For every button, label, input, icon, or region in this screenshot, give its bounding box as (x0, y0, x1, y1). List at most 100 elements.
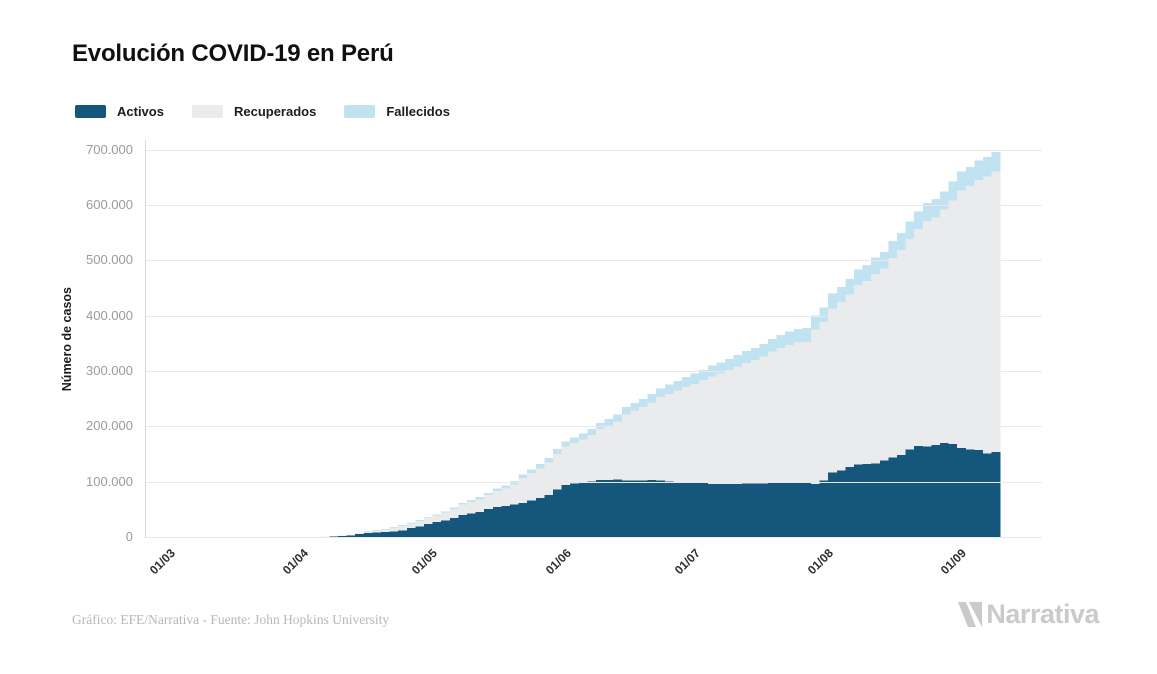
y-tick-label: 0 (125, 529, 133, 544)
bar-segment-activos (940, 442, 949, 538)
bar-segment-fallecidos (914, 211, 923, 230)
bar-segment-recuperados (510, 484, 519, 505)
x-tick-label: 01/07 (671, 546, 703, 578)
bar-segment-fallecidos (983, 157, 992, 177)
bar-segment-recuperados (535, 468, 545, 499)
bar-segment-fallecidos (785, 331, 794, 345)
bar-segment-activos (518, 502, 528, 538)
bar-segment-fallecidos (699, 369, 708, 381)
bar-segment-fallecidos (948, 181, 958, 201)
bar-segment-activos (621, 480, 631, 538)
bar-segment-fallecidos (888, 241, 898, 258)
bar-segment-fallecidos (647, 394, 657, 403)
bar-segment-fallecidos (570, 437, 579, 444)
bar-segment-activos (561, 484, 571, 538)
bar-segment-activos (811, 483, 820, 538)
bar-segment-fallecidos (811, 315, 820, 330)
bar-segment-activos (363, 533, 373, 538)
narrativa-n-icon (958, 602, 983, 627)
bar-segment-fallecidos (897, 233, 906, 251)
bar-segment-fallecidos (759, 344, 769, 357)
bar-segment-activos (922, 446, 932, 538)
bar-segment-activos (897, 454, 906, 538)
bar-segment-fallecidos (656, 388, 665, 398)
source-credit: Gráfico: EFE/Narrativa - Fuente: John Ho… (72, 612, 390, 627)
bar-segment-recuperados (793, 342, 803, 483)
bar-segment-fallecidos (802, 328, 812, 343)
bar-segment-recuperados (879, 268, 889, 461)
bar-segment-fallecidos (931, 199, 941, 218)
stacked-bars (166, 151, 1001, 538)
bar-segment-recuperados (630, 410, 640, 481)
bar-segment-activos (553, 489, 562, 538)
bar-segment-fallecidos (492, 488, 502, 492)
plot-area: Número de casos 0 100.000 200.000 300.000 40… (60, 140, 1042, 577)
y-tick-label: 100.000 (86, 473, 133, 489)
bar-segment-fallecidos (768, 339, 777, 352)
bar-segment-activos (527, 500, 536, 538)
gridline (146, 315, 1042, 317)
page-title: Evolución COVID-19 en Perú (72, 40, 394, 67)
bar-segment-fallecidos (682, 377, 691, 387)
bar-segment-recuperados (647, 402, 657, 481)
bar-segment-activos (587, 481, 597, 538)
bar-segment-recuperados (871, 273, 880, 464)
bar-segment-fallecidos (905, 221, 915, 240)
bar-segment-fallecidos (630, 402, 640, 411)
x-tick-label: 01/09 (938, 546, 970, 578)
gridline (146, 426, 1042, 428)
bar-segment-fallecidos (871, 257, 880, 274)
bar-segment-activos (647, 480, 657, 538)
y-tick-label: 600.000 (86, 196, 133, 212)
bar-segment-fallecidos (578, 433, 588, 440)
legend-swatch-recuperados (191, 105, 223, 118)
bar-segment-activos (544, 495, 554, 538)
bar-segment-activos (415, 526, 425, 538)
bar-segment-recuperados (501, 488, 511, 507)
bar-segment-recuperados (819, 322, 829, 481)
bar-segment-activos (879, 460, 889, 538)
bar-segment-fallecidos (836, 287, 846, 303)
bar-segment-recuperados (561, 446, 571, 485)
bar-segment-recuperados (742, 362, 751, 484)
legend-label-fallecidos: Fallecidos (386, 104, 450, 119)
bar-segment-fallecidos (604, 418, 614, 426)
bar-segment-recuperados (965, 185, 975, 450)
bar-segment-activos (759, 483, 769, 538)
bar-segment-fallecidos (957, 171, 966, 191)
bar-segment-activos (441, 520, 450, 538)
bar-segment-fallecidos (415, 520, 425, 522)
bar-segment-fallecidos (879, 251, 889, 269)
bar-segment-recuperados (381, 529, 390, 533)
bar-segment-activos (725, 484, 734, 538)
bar-segment-fallecidos (613, 414, 622, 422)
bar-segment-activos (948, 443, 958, 538)
bar-segment-recuperados (363, 531, 373, 534)
bar-segment-fallecidos (398, 525, 407, 526)
bar-segment-fallecidos (544, 457, 554, 463)
bar-segment-activos (596, 480, 605, 538)
brand-logo: Narrativa (958, 599, 1099, 630)
bar-segment-recuperados (449, 509, 459, 519)
bar-segment-activos (828, 472, 837, 538)
bar-segment-recuperados (587, 434, 597, 482)
bar-segment-recuperados (716, 373, 726, 485)
bar-segment-recuperados (544, 462, 554, 496)
bar-segment-activos (682, 482, 691, 538)
bar-segment-fallecidos (965, 166, 975, 186)
bar-segment-fallecidos (819, 307, 829, 323)
gridline (146, 149, 1042, 151)
bar-segment-activos (690, 482, 700, 538)
bar-segment-fallecidos (484, 492, 493, 496)
bar-segment-fallecidos (475, 497, 485, 500)
bar-segment-recuperados (845, 294, 855, 468)
bar-segment-fallecidos (673, 381, 683, 391)
bar-segment-activos (475, 511, 485, 538)
bar-segment-activos (931, 445, 941, 538)
bar-segment-activos (501, 506, 511, 538)
bar-segment-fallecidos (510, 481, 519, 485)
bar-segment-activos (613, 479, 622, 538)
bar-segment-recuperados (707, 376, 717, 484)
bar-segment-fallecidos (750, 347, 760, 360)
bar-segment-recuperados (897, 250, 906, 455)
